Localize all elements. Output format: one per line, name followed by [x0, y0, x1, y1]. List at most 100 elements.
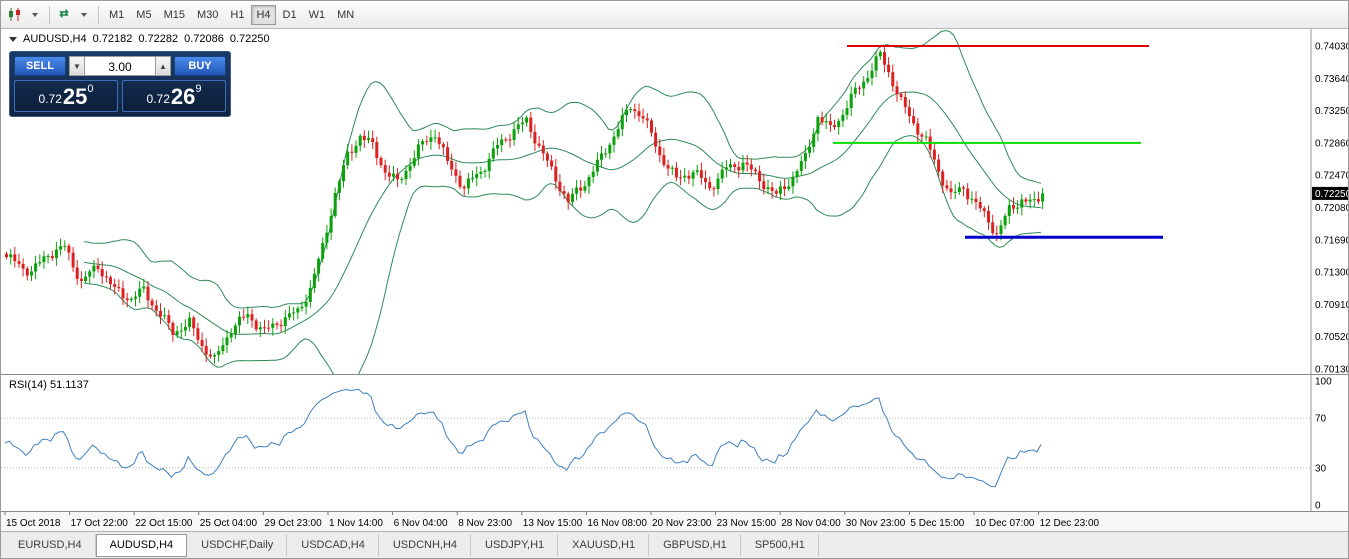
sell-button[interactable]: SELL [14, 56, 66, 76]
timeframe-m5-button[interactable]: M5 [131, 5, 156, 25]
chevron-down-icon [32, 12, 38, 17]
time-axis-label: 17 Oct 22:00 [71, 518, 129, 529]
timeframe-mn-button[interactable]: MN [332, 5, 359, 25]
bid-point: 0 [87, 83, 94, 95]
toolbar: ⇄ M1 M5 M15 M30 H1 H4 D1 W1 MN [1, 1, 1348, 29]
time-axis-label: 5 Dec 15:00 [910, 518, 964, 529]
horizontal-lines[interactable] [833, 45, 1163, 239]
trade-panel-controls: SELL ▼ 3.00 ▲ BUY [14, 56, 226, 76]
time-axis-canvas: 15 Oct 2018 17 Oct 22:00 22 Oct 15:00 25 Oc… [4, 512, 1100, 529]
price-axis-label: 0.73250 [1315, 106, 1349, 117]
toolbar-separator [98, 5, 99, 24]
tab-gbpusd-h1[interactable]: GBPUSD,H1 [649, 534, 741, 557]
ask-point: 9 [195, 83, 202, 95]
candles [5, 46, 1045, 364]
time-axis-label: 1 Nov 14:00 [329, 518, 383, 529]
timeframe-h4-button[interactable]: H4 [251, 4, 276, 25]
chart-tab-bar: EURUSD,H4 AUDUSD,H4 USDCHF,Daily USDCAD,… [1, 531, 1348, 558]
chart-symbol-period: AUDUSD,H4 [23, 33, 87, 45]
volume-stepper: ▼ 3.00 ▲ [69, 56, 171, 76]
time-axis-label: 16 Nov 08:00 [587, 518, 647, 529]
main-chart-pane: 0.74030 0.73640 0.73250 0.72860 0.72470 0.720… [1, 29, 1349, 374]
ohlc-high: 0.72282 [138, 33, 179, 45]
price-axis-label: 0.71300 [1315, 268, 1349, 279]
time-axis-label: 15 Oct 2018 [6, 518, 61, 529]
time-axis-label: 28 Nov 04:00 [781, 518, 841, 529]
buy-button[interactable]: BUY [174, 56, 226, 76]
price-axis-label: 0.72080 [1315, 203, 1349, 214]
time-axis: 15 Oct 2018 17 Oct 22:00 22 Oct 15:00 25 Oc… [1, 511, 1348, 531]
time-axis-label: 23 Nov 15:00 [717, 518, 777, 529]
tab-usdcnh-h4[interactable]: USDCNH,H4 [379, 534, 472, 557]
rsi-axis-label: 0 [1315, 501, 1321, 512]
tab-audusd-h4[interactable]: AUDUSD,H4 [95, 534, 188, 557]
tab-usdchf-daily[interactable]: USDCHF,Daily [187, 534, 288, 557]
time-axis-label: 29 Oct 23:00 [264, 518, 322, 529]
time-axis-label: 6 Nov 04:00 [394, 518, 448, 529]
time-axis-label: 10 Dec 07:00 [975, 518, 1035, 529]
main-chart-canvas[interactable]: 0.740300.736400.732500.728600.724700.720… [1, 29, 1349, 374]
current-price-badge-text: 0.72250 [1315, 189, 1349, 200]
candlestick-chart-icon [9, 8, 20, 21]
rsi-title: RSI(14) 51.1137 [9, 379, 89, 391]
indicators-button[interactable]: ⇄ [54, 5, 74, 25]
time-axis-label: 20 Nov 23:00 [652, 518, 712, 529]
time-axis-label: 22 Oct 15:00 [135, 518, 193, 529]
rsi-canvas[interactable]: 100 70 30 0 RSI(14) 51.1137 [1, 375, 1349, 511]
ohlc-close: 0.72250 [229, 33, 270, 45]
price-axis-label: 0.72860 [1315, 138, 1349, 149]
one-click-trading-panel: SELL ▼ 3.00 ▲ BUY 0.72 25 0 0.72 26 9 [9, 51, 231, 117]
bid-price: 0.72 25 0 [14, 80, 118, 112]
tab-usdjpy-h1[interactable]: USDJPY,H1 [471, 534, 559, 557]
tab-usdcad-h4[interactable]: USDCAD,H4 [287, 534, 379, 557]
chart-ohlc-header: AUDUSD,H4 0.72182 0.72282 0.72086 0.7225… [9, 33, 270, 45]
ask-pips: 26 [170, 84, 196, 109]
chart-type-dropdown-button[interactable] [25, 5, 45, 25]
price-axis-label: 0.70520 [1315, 332, 1349, 343]
chevron-down-icon [81, 12, 87, 17]
price-axis-label: 0.71690 [1315, 235, 1349, 246]
timeframe-w1-button[interactable]: W1 [304, 5, 331, 25]
tab-sp500-h1[interactable]: SP500,H1 [741, 534, 819, 557]
ohlc-low: 0.72086 [184, 33, 224, 45]
ask-prefix: 0.72 [146, 92, 170, 106]
rsi-axis-label: 70 [1315, 414, 1327, 425]
price-axis-label: 0.73640 [1315, 74, 1349, 85]
rsi-axis-label: 100 [1315, 377, 1332, 388]
time-axis-label: 25 Oct 04:00 [200, 518, 258, 529]
ask-price: 0.72 26 9 [122, 80, 226, 112]
toolbar-separator [49, 5, 50, 24]
indicators-icon: ⇄ [59, 8, 69, 20]
tab-eurusd-h4[interactable]: EURUSD,H4 [4, 534, 96, 557]
bid-pips: 25 [62, 84, 88, 109]
time-axis-label: 12 Dec 23:00 [1040, 518, 1100, 529]
current-price-badge [1312, 186, 1348, 200]
timeframe-h1-button[interactable]: H1 [225, 5, 249, 25]
timeframe-m1-button[interactable]: M1 [104, 5, 129, 25]
price-axis[interactable]: 0.74030 0.73640 0.73250 0.72860 0.72470 0.720… [1315, 42, 1349, 375]
rsi-indicator-pane: 100 70 30 0 RSI(14) 51.1137 [1, 374, 1349, 511]
price-axis-label: 0.70130 [1315, 365, 1349, 375]
rsi-line [4, 388, 1042, 488]
trade-panel-prices: 0.72 25 0 0.72 26 9 [14, 80, 226, 112]
trade-panel-toggle-icon[interactable] [9, 36, 17, 42]
volume-increase-button[interactable]: ▲ [155, 56, 171, 76]
bid-prefix: 0.72 [38, 92, 62, 106]
ohlc-open: 0.72182 [92, 33, 133, 45]
volume-field[interactable]: 3.00 [85, 56, 155, 76]
time-axis-label: 30 Nov 23:00 [846, 518, 906, 529]
price-axis-label: 0.70910 [1315, 300, 1349, 311]
timeframe-d1-button[interactable]: D1 [278, 5, 302, 25]
volume-decrease-button[interactable]: ▼ [69, 56, 85, 76]
timeframe-m30-button[interactable]: M30 [192, 5, 223, 25]
indicators-dropdown-button[interactable] [74, 5, 94, 25]
price-axis-label: 0.72470 [1315, 171, 1349, 182]
chart-type-button[interactable] [5, 5, 25, 25]
tab-xauusd-h1[interactable]: XAUUSD,H1 [558, 534, 650, 557]
timeframe-m15-button[interactable]: M15 [159, 5, 190, 25]
price-axis-label: 0.74030 [1315, 42, 1349, 53]
time-axis-label: 8 Nov 23:00 [458, 518, 512, 529]
time-axis-label: 13 Nov 15:00 [523, 518, 583, 529]
rsi-axis-label: 30 [1315, 463, 1327, 474]
